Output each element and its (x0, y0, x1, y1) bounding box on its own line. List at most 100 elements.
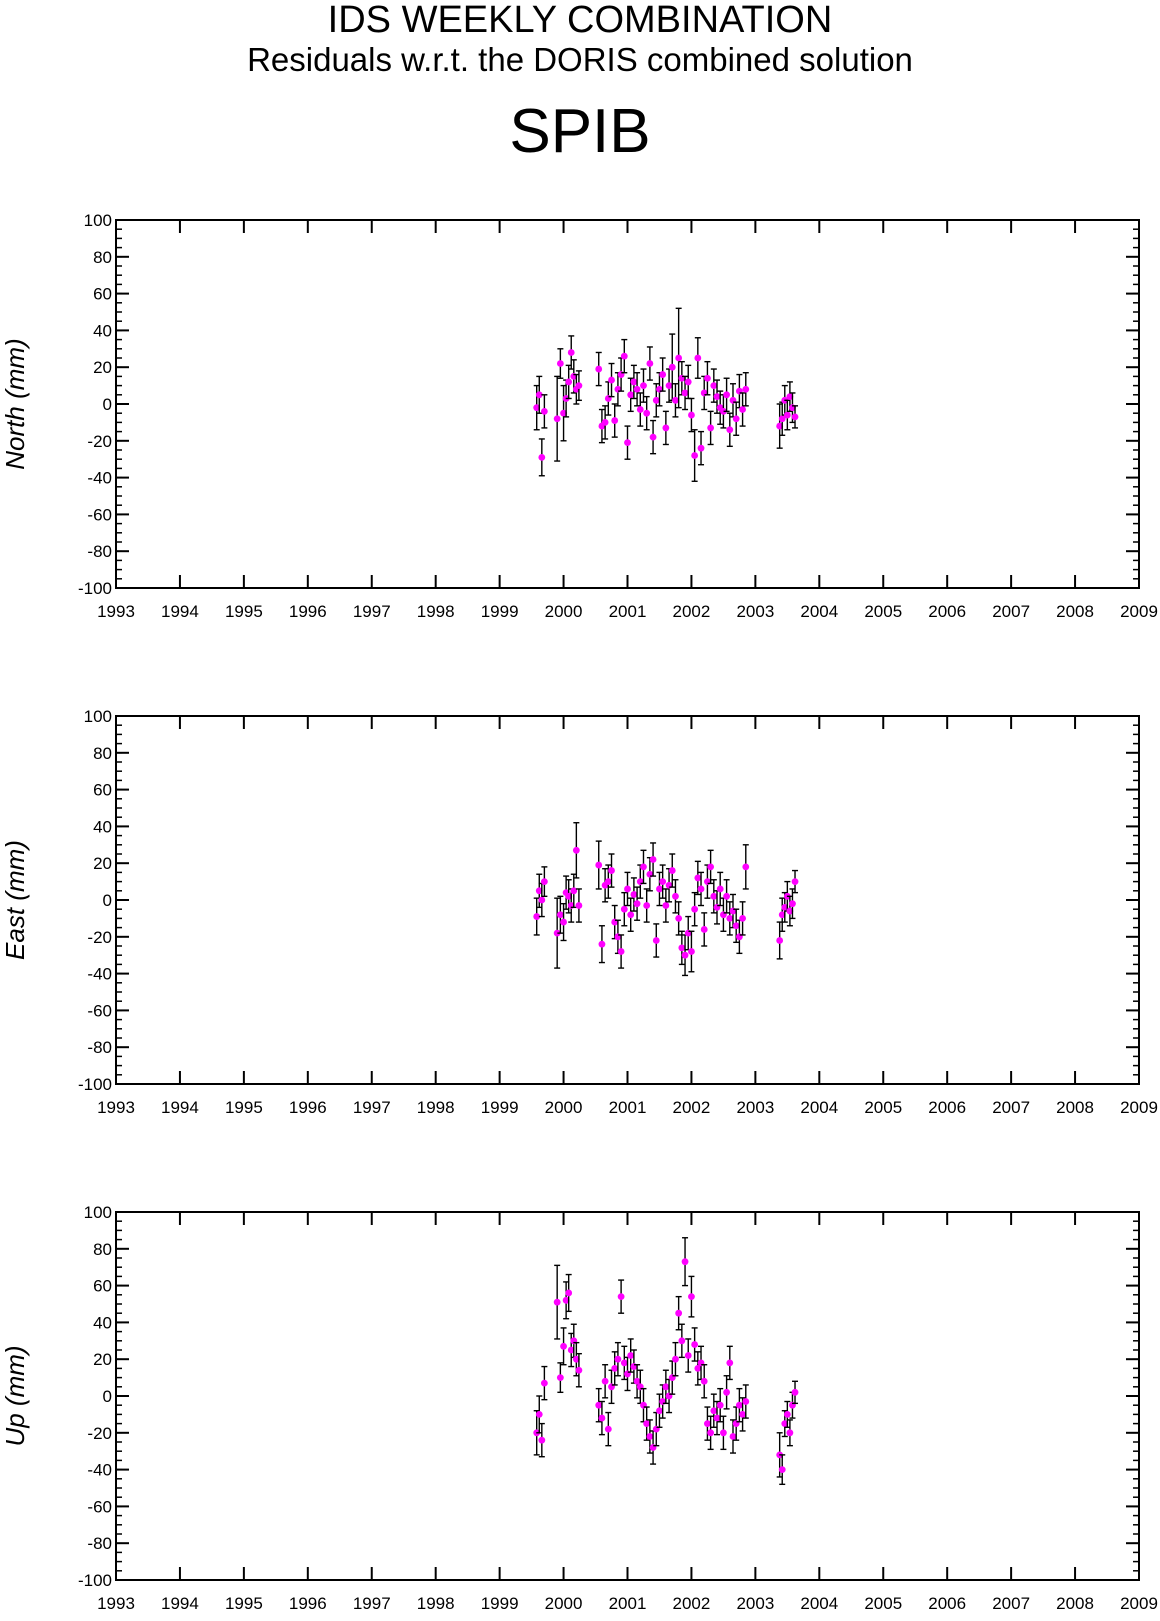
y-axis-label: North (mm) (0, 338, 30, 469)
data-point (595, 365, 603, 373)
data-point (556, 911, 564, 919)
data-point (533, 404, 541, 412)
x-tick-label: 2007 (992, 602, 1030, 621)
data-point (630, 891, 638, 898)
x-tick-label: 2003 (736, 602, 774, 621)
y-tick-label: -40 (87, 1461, 112, 1480)
data-point (556, 1374, 564, 1381)
data-point (786, 393, 794, 401)
data-point (791, 1388, 799, 1396)
data-point (723, 892, 731, 900)
data-point (575, 382, 583, 389)
y-tick-label: 40 (93, 321, 112, 340)
y-tick-label: 80 (93, 248, 112, 267)
data-point (595, 861, 603, 869)
data-point (710, 892, 718, 900)
data-point (601, 1377, 609, 1385)
y-axis-label: Up (mm) (0, 1345, 30, 1446)
data-point (726, 426, 734, 434)
y-tick-label: 40 (93, 817, 112, 836)
data-point (553, 415, 561, 423)
x-tick-label: 2008 (1056, 602, 1094, 621)
y-tick-label: 100 (84, 211, 112, 230)
x-tick-label: 2004 (800, 602, 838, 621)
y-tick-label: 80 (93, 1240, 112, 1259)
data-point (791, 878, 799, 885)
data-point (742, 1398, 750, 1405)
data-point (640, 863, 647, 871)
data-point (640, 382, 647, 389)
data-point (742, 385, 750, 393)
station-name: SPIB (509, 97, 651, 166)
y-tick-label: -100 (78, 1075, 112, 1094)
data-point (630, 378, 638, 386)
x-tick-label: 2002 (673, 1098, 711, 1117)
x-tick-label: 1999 (481, 1594, 519, 1613)
data-point (694, 1365, 702, 1372)
data-point (684, 1352, 692, 1359)
data-point (726, 915, 734, 922)
data-point (668, 363, 676, 371)
data-point (608, 867, 615, 874)
data-point (560, 409, 567, 417)
x-tick-label: 1999 (481, 1098, 519, 1117)
data-point (656, 1407, 663, 1415)
x-tick-label: 2005 (864, 1594, 902, 1613)
data-point (643, 409, 651, 417)
data-point (540, 1379, 548, 1387)
y-tick-label: -100 (78, 1571, 112, 1590)
data-point (604, 878, 612, 885)
x-tick-label: 2006 (928, 1098, 966, 1117)
x-tick-label: 2009 (1120, 602, 1158, 621)
data-point (710, 382, 718, 389)
data-point (535, 391, 543, 399)
data-point (776, 937, 784, 944)
y-tick-label: 60 (93, 285, 112, 304)
data-point (540, 407, 548, 415)
data-point (672, 892, 679, 900)
data-point (620, 1359, 628, 1367)
data-point (678, 944, 686, 952)
data-point (659, 371, 667, 378)
data-point (700, 1377, 708, 1385)
data-point (694, 354, 702, 362)
data-point (691, 1341, 699, 1348)
data-point (776, 422, 784, 430)
y-tick-label: 0 (103, 395, 112, 414)
data-point (598, 1414, 606, 1422)
data-point (633, 900, 641, 908)
data-point (783, 411, 791, 419)
data-point (601, 419, 609, 426)
y-tick-label: -20 (87, 928, 112, 947)
x-tick-label: 2005 (864, 1098, 902, 1117)
data-point (572, 846, 580, 854)
x-tick-label: 1997 (353, 602, 391, 621)
y-tick-label: -80 (87, 1534, 112, 1553)
data-point (556, 360, 564, 367)
data-point (662, 1383, 670, 1391)
data-point (729, 1433, 737, 1440)
data-point (720, 407, 727, 415)
data-point (649, 433, 657, 441)
y-tick-label: -60 (87, 1497, 112, 1516)
data-point (611, 1365, 619, 1372)
data-point (604, 1425, 612, 1433)
x-tick-label: 1994 (161, 1594, 199, 1613)
x-tick-label: 1998 (417, 1594, 455, 1613)
data-point (739, 1411, 746, 1418)
x-tick-label: 2005 (864, 602, 902, 621)
x-tick-label: 2001 (609, 1594, 647, 1613)
data-point (620, 905, 628, 913)
y-axis-label: East (mm) (0, 840, 30, 960)
plot-frame (115, 219, 1140, 589)
data-point (624, 439, 631, 447)
x-tick-label: 2000 (545, 1098, 583, 1117)
x-tick-label: 2008 (1056, 1594, 1094, 1613)
data-point (786, 1429, 794, 1437)
data-point (789, 900, 796, 908)
data-point (614, 1355, 622, 1363)
data-point (691, 905, 699, 913)
x-tick-label: 2006 (928, 1594, 966, 1613)
data-point (688, 948, 695, 955)
